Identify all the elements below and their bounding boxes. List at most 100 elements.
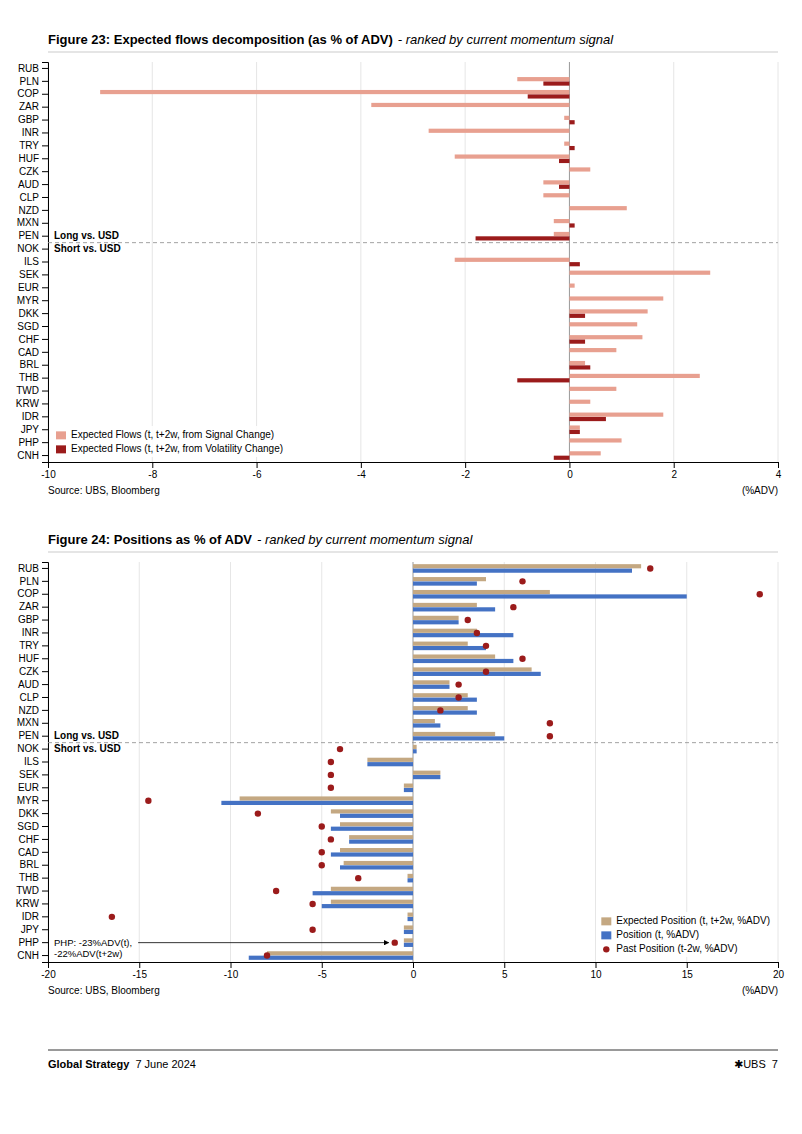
y-tick: ILS bbox=[24, 756, 48, 767]
footer: Global Strategy 7 June 2024✱UBS 7 bbox=[48, 1050, 778, 1070]
point bbox=[647, 565, 653, 571]
bar bbox=[413, 564, 641, 568]
bar bbox=[340, 814, 413, 818]
y-tick-label: TRY bbox=[19, 640, 39, 651]
y-tick: RUB bbox=[18, 563, 48, 574]
bar bbox=[569, 271, 710, 275]
plot-area bbox=[109, 564, 763, 960]
legend-label: Expected Flows (t, t+2w, from Volatility… bbox=[71, 443, 283, 454]
bar bbox=[331, 827, 413, 831]
y-tick-mark bbox=[42, 620, 48, 621]
point bbox=[519, 656, 525, 662]
y-tick: BRL bbox=[20, 859, 48, 870]
bar bbox=[344, 861, 413, 865]
bar bbox=[569, 249, 570, 253]
bar bbox=[569, 430, 579, 434]
footer-rule bbox=[48, 1050, 778, 1051]
y-tick-mark bbox=[42, 416, 48, 417]
y-tick: GBP bbox=[18, 114, 48, 125]
bar bbox=[349, 840, 413, 844]
point bbox=[547, 733, 553, 739]
bar bbox=[569, 352, 570, 356]
y-tick-label: SEK bbox=[19, 269, 39, 280]
grid-line bbox=[321, 562, 322, 962]
bar bbox=[331, 809, 413, 813]
bar bbox=[413, 749, 417, 753]
x-tick-mark bbox=[465, 462, 466, 468]
bar bbox=[528, 94, 570, 98]
point bbox=[145, 798, 151, 804]
x-tick: -2 bbox=[461, 462, 470, 480]
y-tick: COP bbox=[17, 588, 48, 599]
y-tick: THB bbox=[19, 372, 48, 383]
legend-label: Expected Position (t, t+2w, %ADV) bbox=[616, 915, 770, 926]
bar-series bbox=[476, 81, 606, 459]
annotations: Long vs. USDShort vs. USDPHP: -23%ADV(t)… bbox=[54, 730, 389, 959]
y-tick: PEN bbox=[18, 730, 48, 741]
bar bbox=[413, 719, 435, 723]
bar bbox=[569, 210, 570, 214]
point bbox=[483, 668, 489, 674]
y-tick-mark bbox=[42, 839, 48, 840]
bar bbox=[569, 327, 570, 331]
legend-swatch bbox=[601, 931, 611, 939]
y-tick-label: SGD bbox=[17, 821, 39, 832]
y-tick-label: PHP bbox=[18, 437, 39, 448]
y-tick-mark bbox=[42, 762, 48, 763]
bar bbox=[564, 116, 569, 120]
x-tick-mark bbox=[257, 462, 258, 468]
bar bbox=[349, 835, 413, 839]
bar bbox=[404, 925, 413, 929]
y-tick-label: TRY bbox=[19, 140, 39, 151]
bar bbox=[413, 659, 513, 663]
y-tick-label: IDR bbox=[22, 411, 39, 422]
y-tick: MYR bbox=[17, 795, 48, 806]
y-tick-label: EUR bbox=[18, 782, 39, 793]
y-tick-label: CLP bbox=[20, 192, 40, 203]
y-tick-mark bbox=[42, 120, 48, 121]
y-tick-mark bbox=[42, 313, 48, 314]
x-tick-mark bbox=[322, 962, 323, 968]
y-tick-mark bbox=[42, 581, 48, 582]
bar bbox=[322, 904, 413, 908]
bar bbox=[413, 581, 477, 585]
bar bbox=[569, 322, 637, 326]
y-tick: ZAR bbox=[19, 101, 48, 112]
y-tick-mark bbox=[42, 942, 48, 943]
y-tick-label: CAD bbox=[18, 847, 39, 858]
bar bbox=[569, 413, 663, 417]
y-tick: JPY bbox=[21, 924, 48, 935]
point bbox=[355, 875, 361, 881]
y-tick-mark bbox=[42, 697, 48, 698]
point bbox=[483, 643, 489, 649]
point bbox=[510, 604, 516, 610]
y-tick-label: THB bbox=[19, 872, 39, 883]
legend: Expected Position (t, t+2w, %ADV)Positio… bbox=[597, 912, 774, 957]
y-tick: CLP bbox=[20, 192, 48, 203]
bar bbox=[569, 443, 570, 447]
y-tick-label: KRW bbox=[16, 398, 40, 409]
y-tick-mark bbox=[42, 787, 48, 788]
y-tick-label: THB bbox=[19, 372, 39, 383]
y-tick-mark bbox=[42, 813, 48, 814]
y-tick: KRW bbox=[16, 898, 48, 909]
y-axis: RUBPLNCOPZARGBPINRTRYHUFCZKAUDCLPNZDMXNP… bbox=[16, 563, 49, 963]
y-tick-mark bbox=[42, 749, 48, 750]
y-tick-mark bbox=[42, 145, 48, 146]
y-tick-label: COP bbox=[17, 588, 39, 599]
y-tick: NOK bbox=[17, 243, 48, 254]
bar bbox=[569, 348, 616, 352]
grid-line bbox=[778, 62, 779, 462]
y-tick: CLP bbox=[20, 692, 48, 703]
y-tick-label: PLN bbox=[20, 576, 39, 587]
y-tick-label: SEK bbox=[19, 769, 39, 780]
source: Source: UBS, Bloomberg bbox=[48, 485, 160, 496]
x-tick-mark bbox=[231, 962, 232, 968]
point-series bbox=[109, 565, 763, 958]
bar bbox=[413, 698, 477, 702]
bar bbox=[569, 387, 616, 391]
x-tick-mark bbox=[569, 462, 570, 468]
bar bbox=[413, 680, 450, 684]
x-tick-mark bbox=[361, 462, 362, 468]
y-tick-label: CNH bbox=[17, 950, 39, 961]
